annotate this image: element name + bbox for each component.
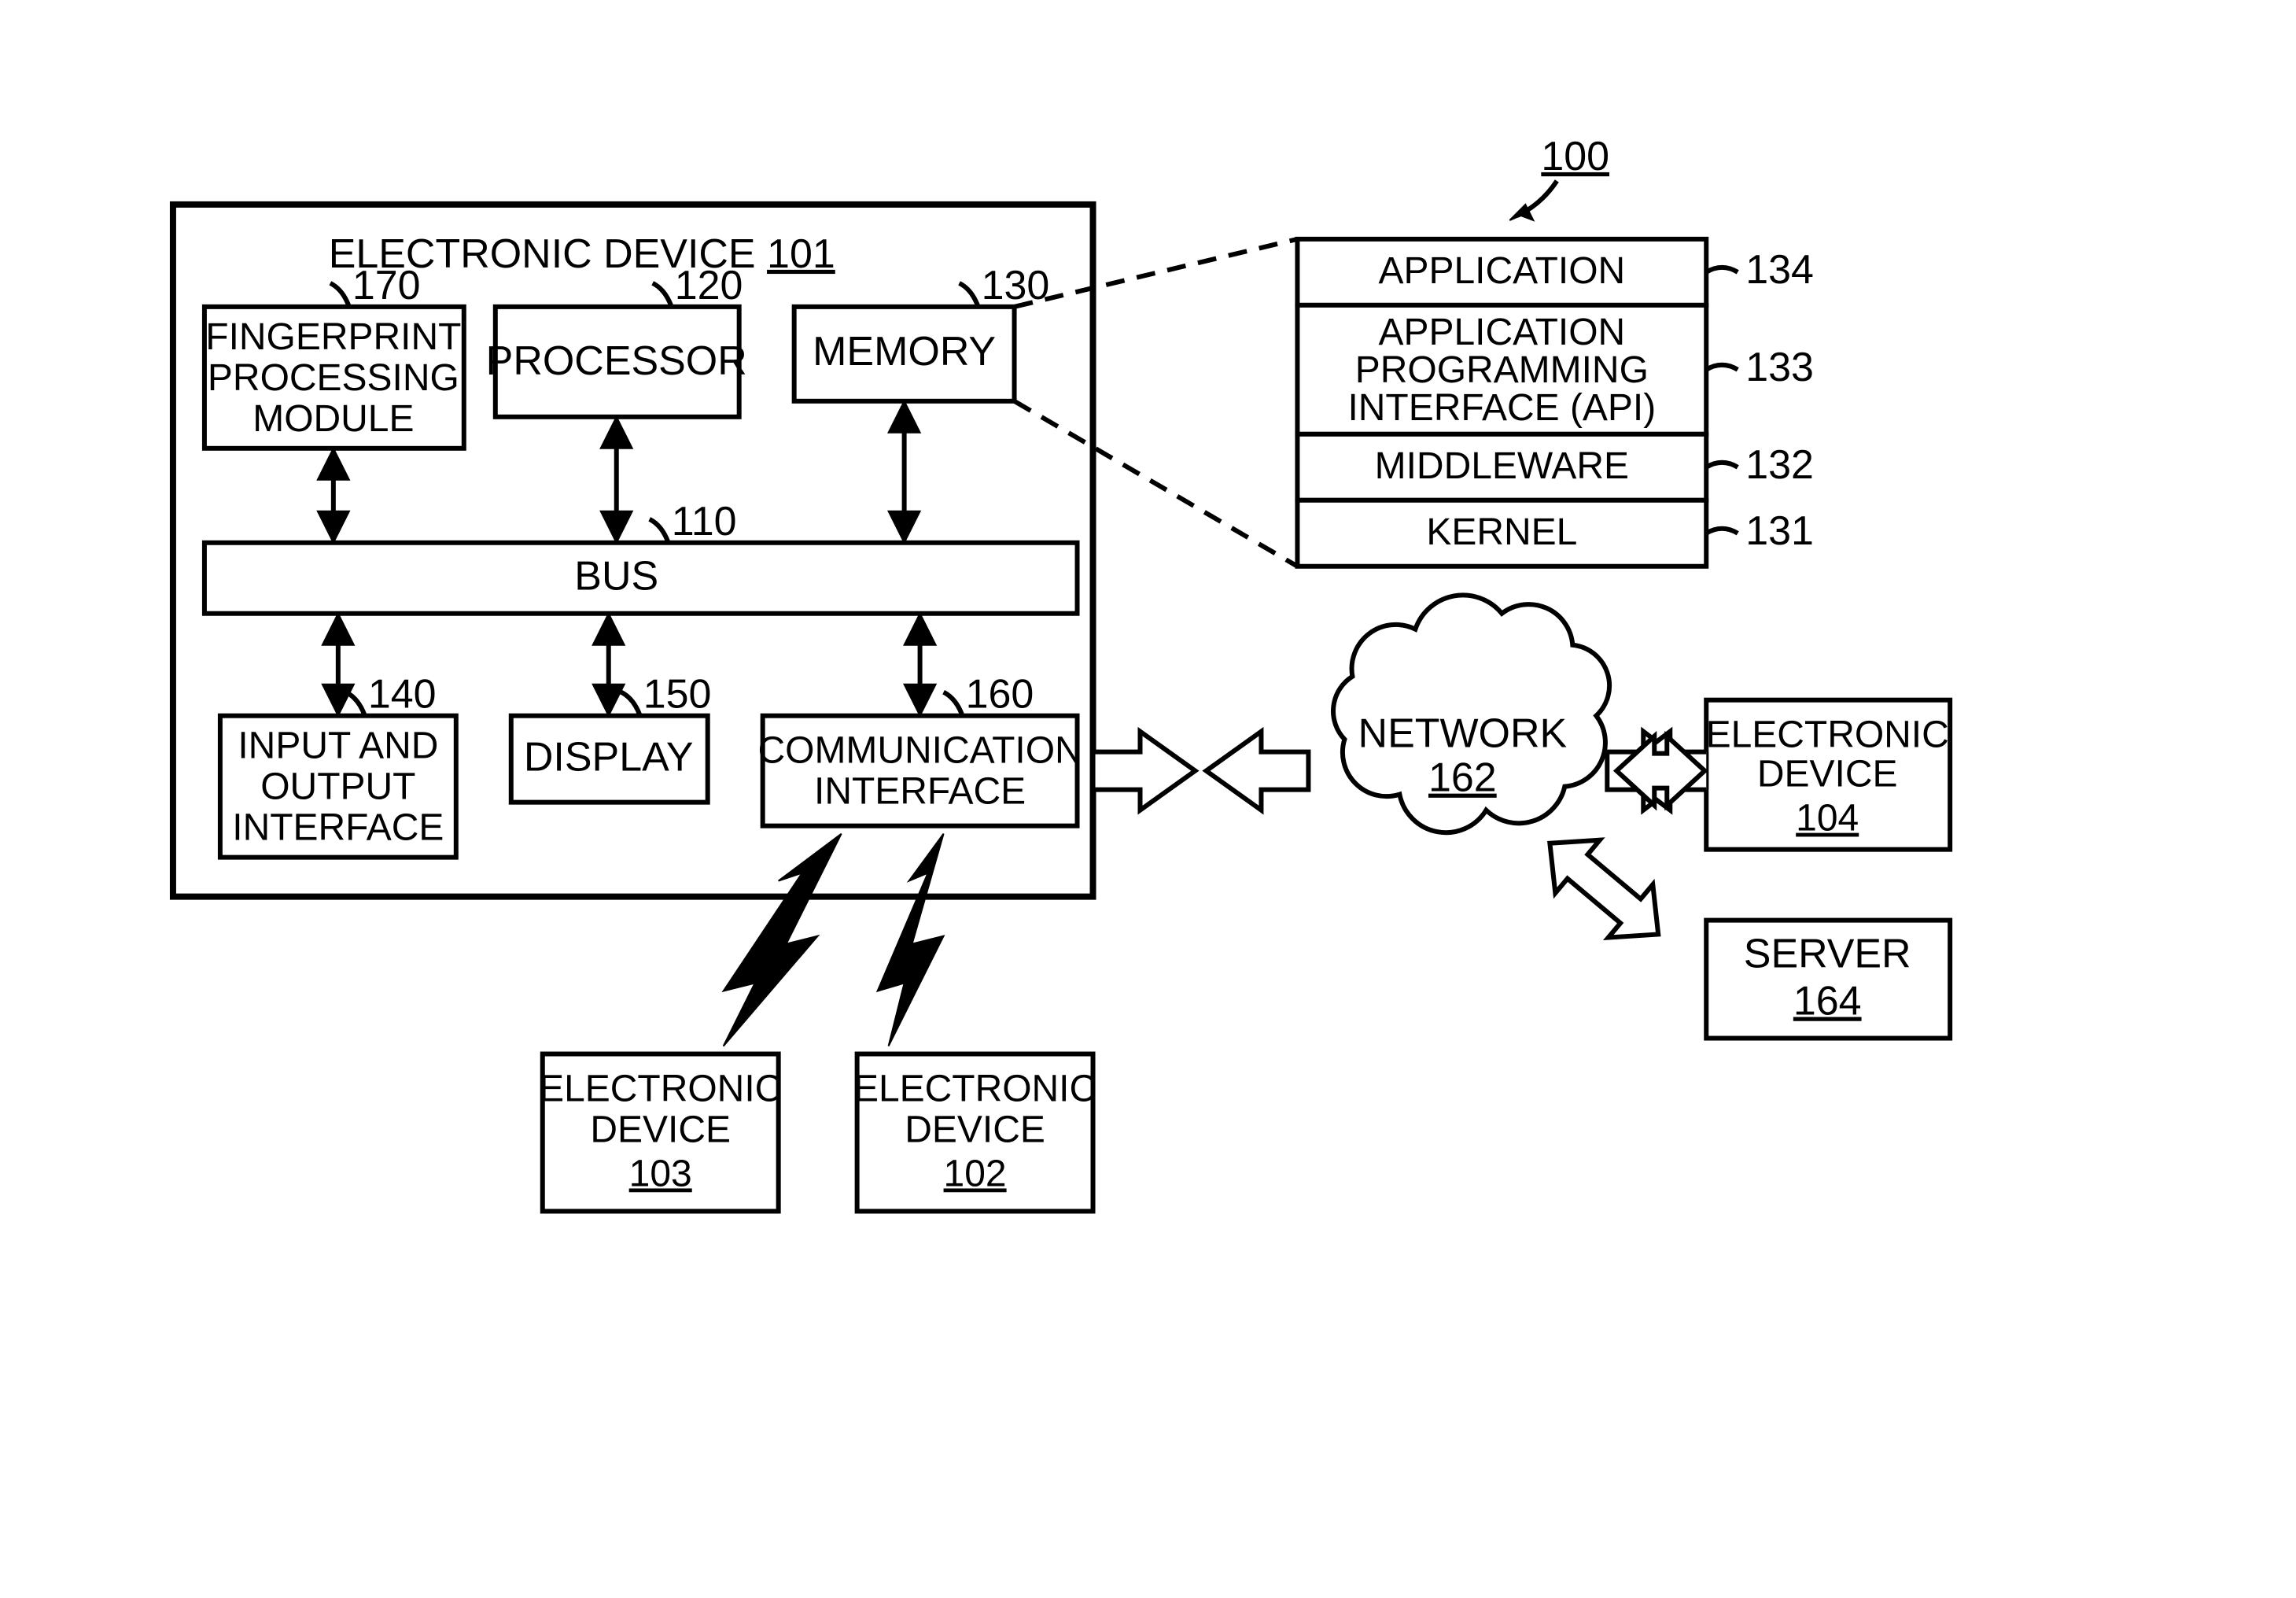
stack-ref-133: 133 (1745, 345, 1814, 390)
dev104-label-2: DEVICE (1757, 754, 1898, 795)
memory-ref: 130 (982, 263, 1050, 308)
dev102-ref: 102 (944, 1153, 1007, 1194)
stack-leader-134 (1706, 268, 1738, 272)
figure-ref: 100 (1541, 134, 1609, 179)
lightning-103 (724, 834, 842, 1046)
stack-middleware: MIDDLEWARE (1375, 445, 1629, 487)
stack-api-2: PROGRAMMING (1355, 349, 1649, 391)
dev102-label-2: DEVICE (905, 1109, 1045, 1150)
processor-ref: 120 (675, 263, 743, 308)
display-label: DISPLAY (524, 735, 694, 781)
arrow-bus-comm (905, 614, 936, 716)
server-ref: 164 (1793, 979, 1862, 1024)
dev104-ref: 104 (1796, 798, 1859, 840)
bus-label: BUS (574, 554, 658, 600)
stack-ref-132: 132 (1745, 442, 1814, 488)
memory-leader (960, 283, 978, 307)
network-ref: 162 (1428, 755, 1497, 801)
fingerprint-leader (330, 283, 349, 307)
dev103-label-1: ELECTRONIC (539, 1068, 782, 1110)
arrow-bus-display (593, 614, 625, 716)
diagram-root: ELECTRONIC DEVICE 101 FINGERPRINT PROCES… (0, 0, 2296, 1596)
fingerprint-label-3: MODULE (252, 398, 414, 440)
bus-leader (650, 519, 669, 543)
comm-leader (944, 692, 963, 716)
stack-kernel: KERNEL (1426, 511, 1577, 553)
dev102-label-1: ELECTRONIC (853, 1068, 1096, 1110)
io-label-1: INPUT AND (238, 725, 438, 767)
dev104-label-1: ELECTRONIC (1706, 714, 1949, 756)
lightning-102 (878, 834, 944, 1046)
processor-label: PROCESSOR (486, 338, 747, 384)
fingerprint-ref: 170 (352, 263, 421, 308)
arrow-processor-bus (601, 417, 632, 543)
server-label: SERVER (1744, 932, 1911, 977)
memory-label: MEMORY (813, 329, 996, 375)
fingerprint-label-2: PROCESSING (208, 357, 459, 399)
bus-ref: 110 (672, 499, 737, 544)
stack-api-3: INTERFACE (API) (1347, 387, 1656, 429)
display-ref: 150 (643, 672, 712, 718)
comm-ref: 160 (966, 672, 1034, 718)
arrow-memory-bus (889, 401, 920, 543)
stack-ref-134: 134 (1745, 247, 1814, 293)
comm-label-1: COMMUNICATION (758, 730, 1082, 772)
fingerprint-label-1: FINGERPRINT (205, 316, 461, 358)
stack-leader-131 (1706, 529, 1738, 533)
arrow-bus-io (322, 614, 354, 716)
io-label-2: OUTPUT (260, 766, 415, 808)
io-ref: 140 (368, 672, 437, 718)
arrow-network-server (1528, 817, 1680, 961)
arrow-fingerprint-bus (318, 448, 349, 543)
stack-leader-133 (1706, 365, 1738, 370)
arrow-comm-network (1093, 732, 1309, 810)
memory-stack-dash-top (1015, 239, 1298, 307)
processor-leader (653, 283, 672, 307)
stack-api-1: APPLICATION (1379, 312, 1626, 353)
io-label-3: INTERFACE (232, 807, 444, 849)
display-leader (621, 692, 640, 716)
stack-ref-131: 131 (1745, 508, 1814, 554)
stack-app: APPLICATION (1379, 250, 1626, 292)
dev103-ref: 103 (629, 1153, 692, 1194)
dev103-label-2: DEVICE (590, 1109, 731, 1150)
memory-stack: APPLICATION APPLICATION PROGRAMMING INTE… (1297, 239, 1706, 566)
stack-leader-132 (1706, 463, 1738, 467)
comm-label-2: INTERFACE (814, 771, 1026, 813)
network-label: NETWORK (1358, 711, 1568, 757)
